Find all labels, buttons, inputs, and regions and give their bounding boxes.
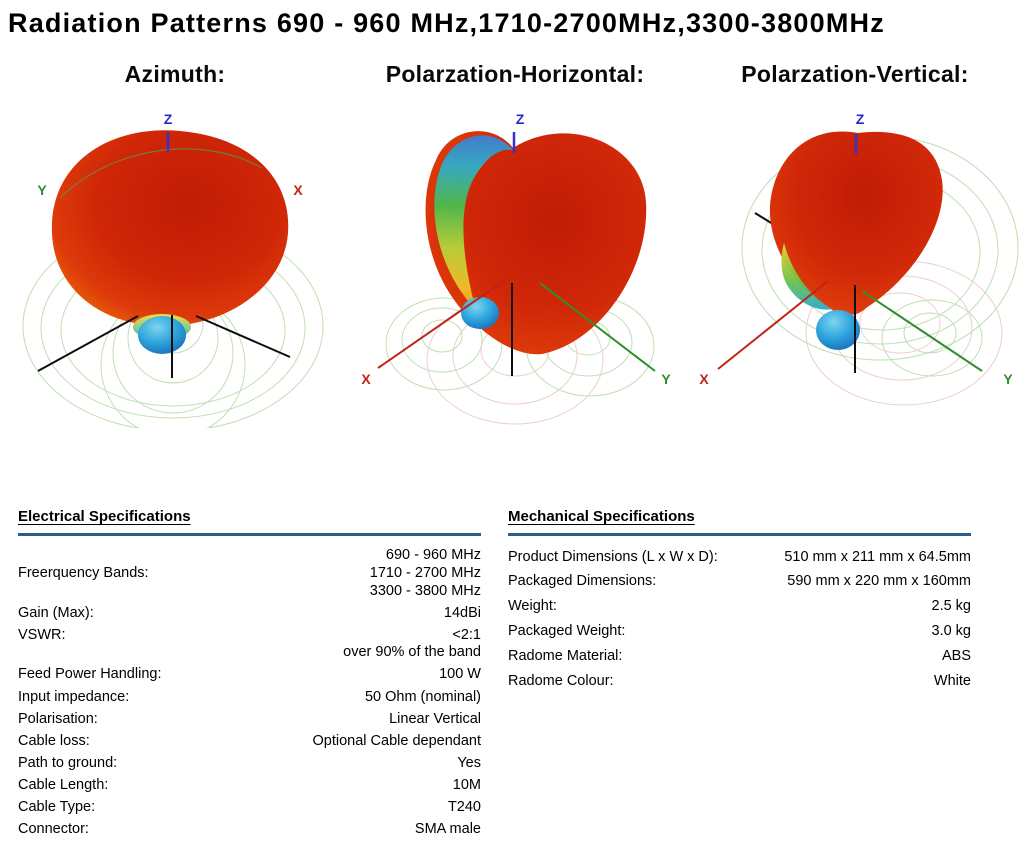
axis-label-z: Z bbox=[516, 111, 525, 127]
y-axis-line bbox=[861, 290, 983, 372]
spec-row: Connector: SMA male bbox=[18, 819, 481, 841]
spec-row: Radome Colour: White bbox=[508, 669, 971, 694]
spec-label: Packaged Dimensions: bbox=[508, 573, 657, 590]
spec-value: Optional Cable dependant bbox=[312, 732, 482, 749]
axis-label-y: Y bbox=[37, 182, 47, 198]
spec-row: Cable loss: Optional Cable dependant bbox=[18, 730, 481, 752]
x-axis-line bbox=[377, 277, 509, 369]
spec-row: Freerquency Bands: 690 - 960 MHz 1710 - 2… bbox=[18, 545, 481, 602]
polarization-vertical-plot: Z X Y bbox=[699, 111, 1019, 406]
axis-label-x: X bbox=[699, 371, 709, 387]
electrical-specs-table: Freerquency Bands: 690 - 960 MHz 1710 - 2… bbox=[18, 545, 481, 841]
axis-label-x: X bbox=[293, 182, 303, 198]
page-title: Radiation Patterns 690 - 960 MHz,1710-27… bbox=[8, 8, 885, 38]
spec-value: SMA male bbox=[414, 820, 481, 837]
spec-value: 14dBi bbox=[443, 604, 481, 621]
axis-label-z: Z bbox=[164, 111, 173, 127]
axis-label-y: Y bbox=[1003, 371, 1013, 387]
spec-value: 590 mm x 220 mm x 160mm bbox=[787, 573, 971, 590]
electrical-specs-heading: Electrical Specifications bbox=[18, 508, 191, 525]
spec-label: Cable Length: bbox=[18, 776, 109, 793]
spec-value: Linear Vertical bbox=[389, 710, 481, 727]
pattern-horizontal-heading: Polarzation-Horizontal: bbox=[385, 61, 645, 87]
spec-label: Path to ground: bbox=[18, 754, 118, 771]
spec-label: Feed Power Handling: bbox=[18, 666, 162, 683]
pattern-azimuth: Azimuth: bbox=[10, 61, 340, 428]
spec-value: White bbox=[933, 672, 971, 689]
spec-row: Cable Type: T240 bbox=[18, 797, 481, 819]
spec-value: T240 bbox=[447, 798, 481, 815]
spec-label: Connector: bbox=[18, 820, 89, 837]
spec-label: Radome Colour: bbox=[508, 672, 614, 689]
meridian-line bbox=[59, 148, 263, 199]
main-lobe bbox=[51, 130, 289, 327]
spec-row: Radome Material: ABS bbox=[508, 645, 971, 670]
axis-label-x: X bbox=[361, 371, 371, 387]
spec-row: Weight: 2.5 kg bbox=[508, 595, 971, 620]
spec-label: Polarisation: bbox=[18, 710, 98, 727]
pattern-vertical-heading: Polarzation-Vertical: bbox=[741, 61, 969, 87]
spec-label: Cable Type: bbox=[18, 798, 96, 815]
spec-label: Gain (Max): bbox=[18, 604, 94, 621]
rainbow-edge bbox=[781, 243, 832, 310]
spec-label: Weight: bbox=[508, 598, 557, 615]
mechanical-specs-heading: Mechanical Specifications bbox=[508, 508, 695, 525]
radiation-patterns-row: Azimuth: bbox=[0, 61, 1024, 428]
spec-label: Cable loss: bbox=[18, 732, 90, 749]
spec-value: 10M bbox=[452, 776, 481, 793]
spec-row: Polarisation: Linear Vertical bbox=[18, 708, 481, 730]
spec-label: Packaged Weight: bbox=[508, 623, 626, 640]
polarization-horizontal-plot: Z X Y bbox=[361, 111, 671, 425]
back-lobe bbox=[461, 297, 499, 329]
azimuth-pattern-plot: Z Y X bbox=[22, 111, 324, 428]
spec-row: Gain (Max): 14dBi bbox=[18, 602, 481, 624]
spec-value: 50 Ohm (nominal) bbox=[364, 688, 481, 705]
spec-value: 510 mm x 211 mm x 64.5mm bbox=[784, 548, 971, 565]
pattern-polarization-vertical: Polarzation-Vertical: bbox=[690, 61, 1020, 428]
specifications-row: Electrical Specifications Freerquency Ba… bbox=[0, 508, 1024, 841]
spec-row: Cable Length: 10M bbox=[18, 775, 481, 797]
spec-value: Yes bbox=[457, 754, 481, 771]
spec-label: Input impedance: bbox=[18, 688, 130, 705]
main-lobe bbox=[769, 131, 943, 316]
mechanical-specifications-section: Mechanical Specifications Product Dimens… bbox=[508, 508, 971, 841]
back-lobe bbox=[816, 310, 860, 350]
axis-label-y: Y bbox=[661, 371, 671, 387]
spec-label: Freerquency Bands: bbox=[18, 564, 149, 581]
spec-value: 2.5 kg bbox=[931, 598, 972, 615]
back-lobe bbox=[138, 316, 186, 354]
spec-label: Product Dimensions (L x W x D): bbox=[508, 548, 718, 565]
spec-value: 690 - 960 MHz 1710 - 2700 MHz 3300 - 380… bbox=[369, 547, 481, 599]
pattern-azimuth-heading: Azimuth: bbox=[124, 61, 226, 87]
x-axis-line bbox=[717, 280, 829, 370]
section-divider bbox=[18, 533, 481, 536]
spec-row: Product Dimensions (L x W x D): 510 mm x … bbox=[508, 545, 971, 570]
rainbow-edge bbox=[434, 135, 513, 310]
section-divider bbox=[508, 533, 971, 536]
pattern-polarization-horizontal: Polarzation-Horizontal: bbox=[350, 61, 680, 428]
spec-label: Radome Material: bbox=[508, 648, 623, 665]
spec-row: Input impedance: 50 Ohm (nominal) bbox=[18, 686, 481, 708]
spec-label: VSWR: bbox=[18, 626, 66, 643]
spec-row: VSWR: <2:1 over 90% of the band bbox=[18, 625, 481, 665]
spec-row: Packaged Weight: 3.0 kg bbox=[508, 620, 971, 645]
spec-row: Feed Power Handling: 100 W bbox=[18, 664, 481, 686]
axis-label-z: Z bbox=[856, 111, 865, 127]
spec-value: <2:1 over 90% of the band bbox=[343, 626, 481, 661]
spec-row: Packaged Dimensions: 590 mm x 220 mm x 16… bbox=[508, 570, 971, 595]
spec-value: 3.0 kg bbox=[931, 623, 972, 640]
axis-lines bbox=[37, 315, 291, 378]
spec-value: 100 W bbox=[439, 666, 481, 683]
spec-value: ABS bbox=[941, 648, 971, 665]
spec-row: Path to ground: Yes bbox=[18, 753, 481, 775]
y-axis-line bbox=[539, 282, 656, 372]
mechanical-specs-table: Product Dimensions (L x W x D): 510 mm x … bbox=[508, 545, 971, 694]
electrical-specifications-section: Electrical Specifications Freerquency Ba… bbox=[18, 508, 481, 841]
